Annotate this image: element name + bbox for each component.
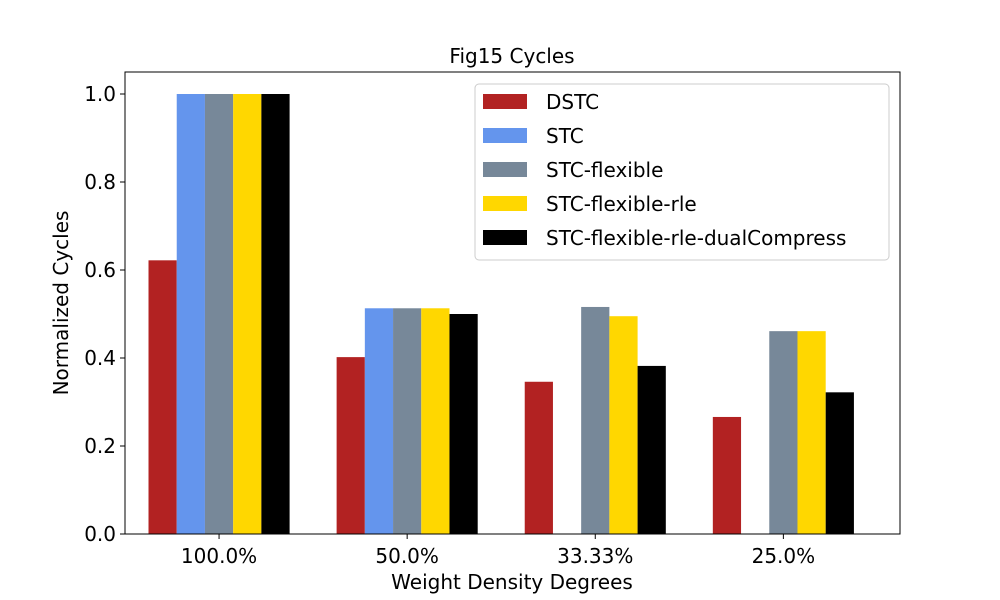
chart-title: Fig15 Cycles <box>449 44 574 68</box>
bar-stc-flexible-rle-2 <box>609 316 638 534</box>
bar-stc-flexible-rle-dualcompress-2 <box>637 365 666 534</box>
bar-stc-flexible-1 <box>393 308 422 534</box>
y-axis-label: Normalized Cycles <box>49 211 73 396</box>
bars-group <box>148 94 854 534</box>
bar-stc-flexible-2 <box>581 306 610 534</box>
bar-stc-flexible-0 <box>204 94 234 534</box>
legend-label: STC-flexible <box>546 158 663 182</box>
bar-dstc-3 <box>712 416 742 534</box>
bar-dstc-2 <box>524 381 553 534</box>
x-tick-label: 25.0% <box>752 544 816 568</box>
bar-stc-flexible-rle-1 <box>421 308 450 534</box>
x-tick-label: 100.0% <box>181 544 257 568</box>
legend-swatch-stc-flexible-rle <box>483 196 527 211</box>
y-axis: 0.0 0.2 0.4 0.6 0.8 1.0 <box>84 82 125 546</box>
bar-stc-flexible-rle-dualcompress-0 <box>261 94 290 534</box>
bar-dstc-0 <box>148 260 177 534</box>
legend-frame <box>474 83 890 261</box>
legend-swatch-stc <box>483 128 527 143</box>
y-tick-label: 0.0 <box>84 522 116 546</box>
bar-stc-flexible-rle-3 <box>797 331 826 534</box>
x-tick-label: 33.33% <box>557 544 633 568</box>
legend-swatch-stc-flexible-rle-dualcompress <box>483 230 527 245</box>
bar-stc-flexible-rle-dualcompress-3 <box>825 392 854 534</box>
y-tick-label: 0.6 <box>84 258 116 282</box>
y-tick-label: 1.0 <box>84 82 116 106</box>
bar-stc-flexible-rle-0 <box>233 94 262 534</box>
bar-dstc-1 <box>336 357 365 534</box>
y-tick-label: 0.8 <box>84 170 116 194</box>
x-tick-label: 50.0% <box>375 544 439 568</box>
y-tick-label: 0.4 <box>84 346 116 370</box>
legend: DSTC STC STC-flexible STC-flexible-rle STC-f… <box>474 83 890 261</box>
y-tick-label: 0.2 <box>84 434 116 458</box>
x-axis: 100.0% 50.0% 33.33% 25.0% <box>181 534 815 568</box>
legend-label: STC-flexible-rle <box>546 192 697 216</box>
x-axis-label: Weight Density Degrees <box>391 570 633 594</box>
legend-label: STC-flexible-rle-dualCompress <box>546 226 846 250</box>
plot-frame <box>124 71 901 535</box>
bar-stc-1 <box>364 308 394 534</box>
legend-swatch-stc-flexible <box>483 162 527 177</box>
bar-stc-flexible-3 <box>769 331 798 534</box>
legend-label: DSTC <box>546 90 599 114</box>
legend-label: STC <box>546 124 584 148</box>
bar-stc-0 <box>176 94 205 534</box>
legend-swatch-dstc <box>483 94 527 109</box>
bar-stc-flexible-rle-dualcompress-1 <box>449 314 478 534</box>
